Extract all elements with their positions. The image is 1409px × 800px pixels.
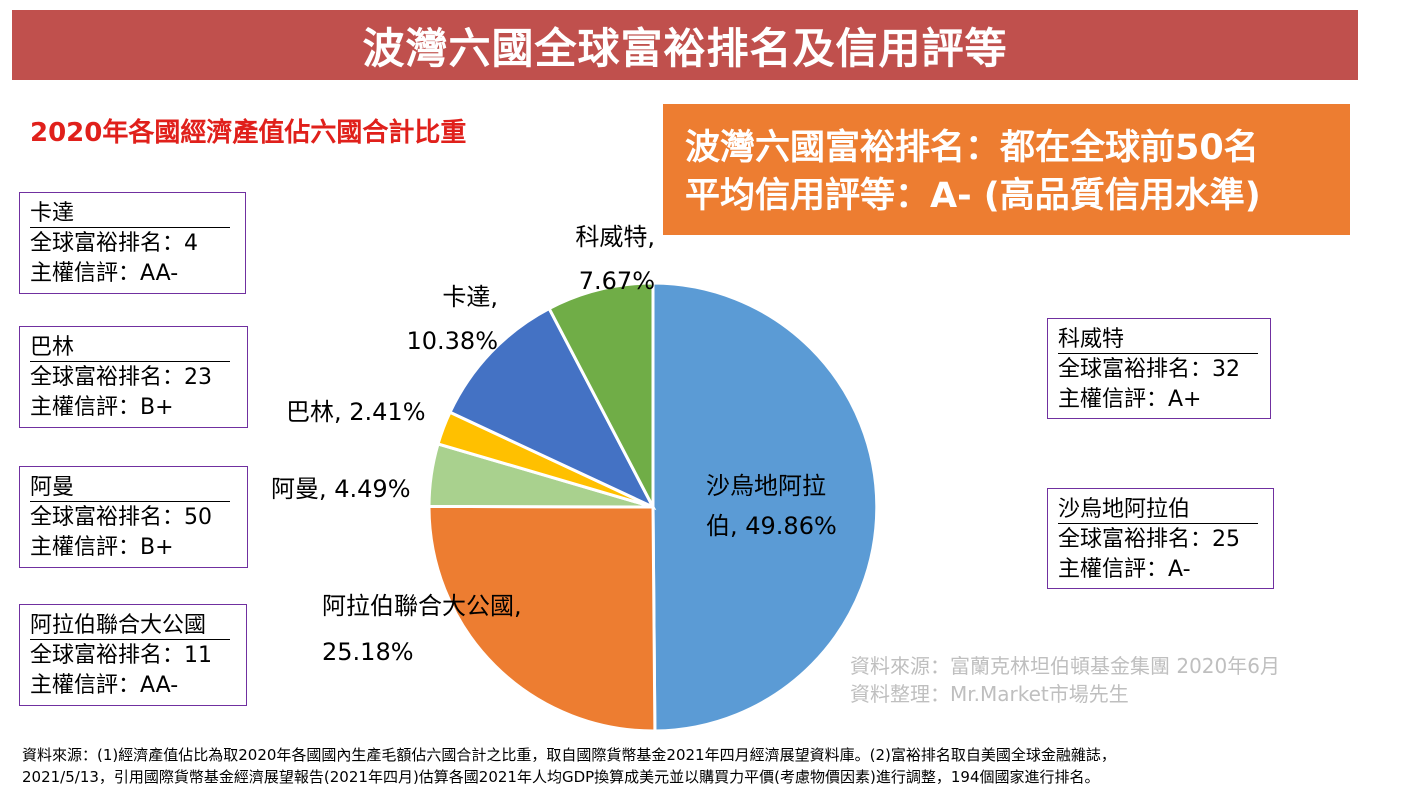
- source-note-line: 資料來源：富蘭克林坦伯頓基金集團 2020年6月: [850, 654, 1280, 678]
- info-box-kuwait: 科威特 全球富裕排名：32 主權信評：A+: [1047, 318, 1271, 419]
- footnote: 資料來源：(1)經濟產值佔比為取2020年各國國內生產毛額佔六國合計之比重，取自…: [22, 744, 1382, 788]
- page-title: 波灣六國全球富裕排名及信用評等: [12, 10, 1358, 80]
- pie-slice-4: [448, 306, 657, 511]
- pie-slice-1: [427, 504, 657, 733]
- pie-slice-5: [547, 281, 655, 508]
- info-box-rank: 全球富裕排名：25: [1058, 527, 1240, 552]
- summary-line-ranking: 波灣六國富裕排名：都在全球前50名: [685, 128, 1259, 168]
- info-box-country-name: 沙烏地阿拉伯: [1058, 496, 1258, 524]
- footnote-line: 資料來源：(1)經濟產值佔比為取2020年各國國內生產毛額佔六國合計之比重，取自…: [22, 746, 1116, 764]
- info-box-rating: 主權信評：AA-: [30, 673, 179, 698]
- info-box-rating: 主權信評：B+: [30, 395, 174, 420]
- info-box-rating: 主權信評：AA-: [30, 261, 179, 286]
- slice-data-label: 科威特, 7.67%: [575, 223, 655, 295]
- info-box-rating: 主權信評：B+: [30, 535, 174, 560]
- summary-line-rating: 平均信用評等：A- (高品質信用水準): [685, 176, 1261, 216]
- info-box-country-name: 科威特: [1058, 326, 1258, 354]
- summary-highlight-box: 波灣六國富裕排名：都在全球前50名 平均信用評等：A- (高品質信用水準): [663, 104, 1350, 235]
- footnote-line: 2021/5/13，引用國際貨幣基金經濟展望報告(2021年四月)估算各國202…: [22, 768, 1100, 786]
- source-note: 資料來源：富蘭克林坦伯頓基金集團 2020年6月 資料整理：Mr.Market市…: [850, 652, 1280, 708]
- source-note-line: 資料整理：Mr.Market市場先生: [850, 682, 1129, 706]
- info-box-rank: 全球富裕排名：4: [30, 231, 198, 256]
- info-box-rank: 全球富裕排名：11: [30, 643, 212, 668]
- info-box-rating: 主權信評：A-: [1058, 557, 1191, 582]
- info-box-country-name: 阿拉伯聯合大公國: [30, 612, 230, 640]
- info-box-rating: 主權信評：A+: [1058, 387, 1202, 412]
- info-box-qatar: 卡達 全球富裕排名：4 主權信評：AA-: [19, 192, 246, 294]
- slice-data-label: 卡達, 10.38%: [406, 283, 498, 355]
- info-box-country-name: 阿曼: [30, 474, 230, 502]
- info-box-country-name: 巴林: [30, 334, 230, 362]
- info-box-rank: 全球富裕排名：32: [1058, 357, 1240, 382]
- slice-data-label: 巴林, 2.41%: [286, 398, 426, 426]
- info-box-country-name: 卡達: [30, 200, 230, 228]
- slice-data-label: 阿曼, 4.49%: [271, 475, 411, 503]
- info-box-oman: 阿曼 全球富裕排名：50 主權信評：B+: [19, 466, 248, 568]
- info-box-rank: 全球富裕排名：50: [30, 505, 212, 530]
- info-box-saudi-arabia: 沙烏地阿拉伯 全球富裕排名：25 主權信評：A-: [1047, 488, 1274, 589]
- slice-data-label: 阿拉伯聯合大公國, 25.18%: [322, 592, 522, 666]
- pie-slice-0: [651, 281, 879, 733]
- info-box-uae: 阿拉伯聯合大公國 全球富裕排名：11 主權信評：AA-: [19, 604, 247, 706]
- slice-data-label: 沙烏地阿拉伯, 49.86%: [706, 472, 837, 540]
- info-box-rank: 全球富裕排名：23: [30, 365, 212, 390]
- info-box-bahrain: 巴林 全球富裕排名：23 主權信評：B+: [19, 326, 248, 428]
- chart-subtitle: 2020年各國經濟產值佔六國合計比重: [30, 118, 467, 148]
